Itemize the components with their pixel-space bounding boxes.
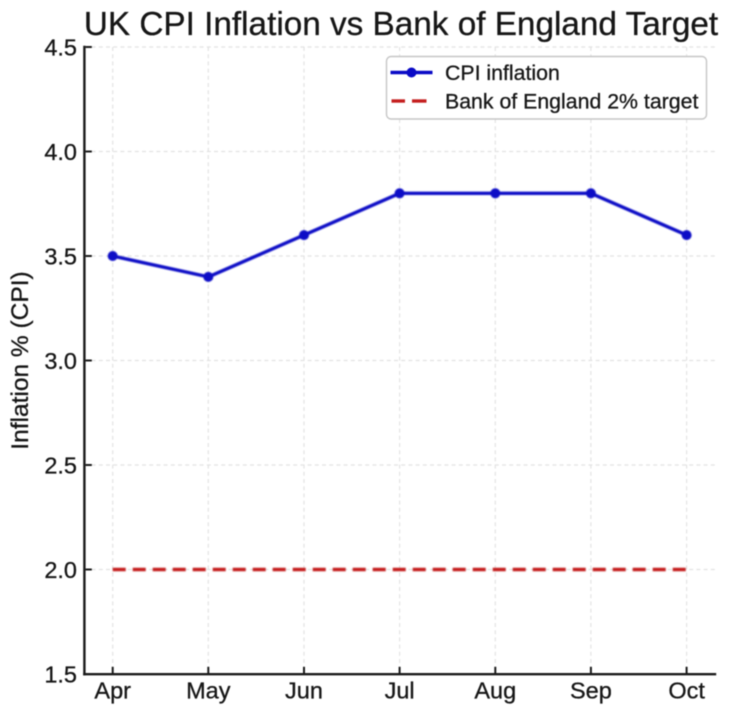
svg-text:Oct: Oct [668, 678, 705, 704]
svg-text:4.5: 4.5 [44, 34, 77, 60]
svg-text:Bank of England 2% target: Bank of England 2% target [445, 90, 698, 114]
svg-text:Inflation % (CPI): Inflation % (CPI) [7, 271, 34, 449]
svg-text:UK CPI Inflation vs Bank of En: UK CPI Inflation vs Bank of England Targ… [84, 6, 718, 43]
svg-text:Aug: Aug [474, 678, 516, 704]
svg-text:May: May [186, 678, 231, 704]
svg-text:Sep: Sep [570, 678, 612, 704]
svg-text:1.5: 1.5 [44, 661, 77, 687]
svg-text:Apr: Apr [94, 678, 131, 704]
svg-text:CPI inflation: CPI inflation [445, 61, 560, 85]
svg-text:4.0: 4.0 [44, 139, 77, 165]
svg-text:2.5: 2.5 [44, 452, 77, 478]
svg-text:Jun: Jun [285, 678, 323, 704]
svg-text:3.5: 3.5 [44, 243, 77, 269]
svg-text:3.0: 3.0 [44, 348, 77, 374]
svg-text:Jul: Jul [385, 678, 415, 704]
svg-text:2.0: 2.0 [44, 557, 77, 583]
